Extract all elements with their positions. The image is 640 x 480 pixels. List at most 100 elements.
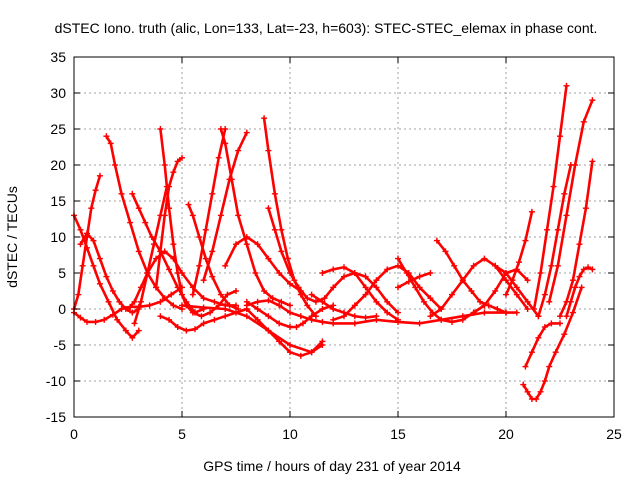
series-line-37 [558,160,594,318]
data-point [135,327,142,334]
data-point [554,226,561,233]
data-point [129,334,136,341]
data-point [384,298,391,305]
series-36 [546,97,596,305]
data-point [166,183,173,190]
series-32 [520,284,585,402]
data-point [287,324,293,330]
data-point [157,298,164,305]
series-18 [243,306,326,359]
y-tick-label-6: 15 [50,193,66,209]
data-point [109,288,116,294]
data-point [217,212,224,219]
series-line-20 [245,299,519,325]
data-point [524,277,531,284]
data-point [142,219,149,226]
data-point [198,313,205,320]
data-point [384,309,391,316]
data-point [157,126,164,132]
data-point [449,318,455,325]
data-point [533,396,540,402]
x-tick-label-5: 25 [606,426,622,442]
data-point [561,190,568,197]
data-point [235,147,242,154]
data-point [92,187,99,194]
data-point [552,349,559,356]
x-axis-label: GPS time / hours of day 231 of year 2014 [203,458,461,474]
y-tick-label-0: -15 [46,409,66,425]
data-point [576,273,583,280]
data-point [90,237,97,244]
data-point [222,140,229,147]
data-point [196,262,203,269]
series-3 [77,230,142,316]
data-point [541,291,548,298]
data-point [235,306,242,312]
data-point [319,318,326,325]
data-point [515,259,522,266]
data-point [153,255,160,262]
data-point [96,280,103,287]
data-point [544,226,551,233]
data-point [427,313,434,320]
data-point [278,298,285,305]
data-point [233,288,239,294]
data-point [261,288,268,294]
data-point [541,324,548,330]
data-point [185,201,192,208]
x-tick-label-2: 10 [282,426,298,442]
data-point [127,219,134,226]
data-point [166,266,173,273]
data-point [449,291,455,298]
data-point [319,338,326,345]
data-point [524,388,531,395]
data-point [362,314,369,321]
data-point [492,288,499,294]
series-12 [189,126,229,298]
y-tick-label-1: -10 [46,373,66,389]
data-point [287,270,293,276]
data-point [578,284,585,291]
data-point [265,313,272,320]
data-point [522,363,529,370]
data-point [509,277,516,284]
data-point [207,309,214,316]
data-point [168,291,175,298]
data-point [112,162,119,168]
data-point [548,320,555,327]
data-point [261,115,268,122]
y-tick-label-5: 10 [50,229,66,245]
data-point [405,278,412,285]
data-point [513,309,520,316]
data-point [308,316,315,323]
data-point [161,212,168,219]
data-point [118,190,125,197]
data-point [233,241,239,248]
data-point [319,298,326,305]
data-point [129,309,136,316]
y-tick-label-2: -5 [54,337,67,353]
data-point [589,158,596,165]
data-point [226,176,233,183]
data-point [589,97,596,104]
data-point [572,162,579,168]
y-axis-ticks: -15 -10 -5 0 5 10 15 20 25 30 35 [46,49,614,425]
data-point [189,291,196,298]
data-point [341,264,347,271]
data-point [362,284,369,291]
data-point [157,248,164,255]
data-point [395,255,401,262]
data-point [330,316,337,323]
data-point [412,284,419,291]
data-point [433,237,440,244]
series-line-27 [429,257,529,318]
data-point [107,140,114,147]
series-line-16 [245,300,335,329]
data-point [330,284,337,291]
data-point [416,273,423,280]
data-point [308,349,315,356]
data-point [589,266,596,273]
data-point [265,255,272,262]
data-point [226,302,233,309]
